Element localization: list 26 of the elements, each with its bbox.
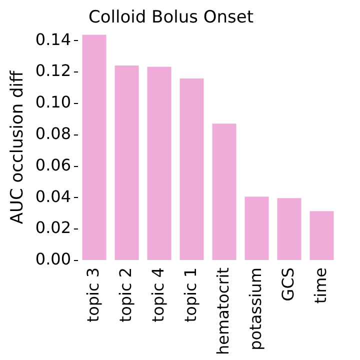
x-tick-label: topic 2 (116, 267, 135, 322)
x-tick-label: topic 3 (83, 267, 102, 322)
x-tick-label: potassium (246, 267, 265, 350)
bar (82, 34, 106, 260)
y-tick-label: 0.10 (35, 92, 72, 112)
y-tick-label: 0.08 (35, 124, 72, 144)
y-tick-label: 0.04 (35, 186, 72, 206)
bar (212, 124, 236, 260)
y-axis-title: AUC occlusion diff (8, 69, 28, 224)
x-tick-label: time (310, 267, 330, 304)
y-tick-label: 0.06 (35, 155, 72, 174)
y-tick-label: 0.00 (35, 250, 72, 269)
bar (114, 65, 139, 260)
bar (147, 66, 172, 260)
bar (244, 196, 269, 260)
chart-title: Colloid Bolus Onset (88, 8, 254, 28)
bar (310, 211, 334, 260)
x-tick-label: topic 4 (148, 267, 168, 322)
y-tick-label: 0.02 (35, 218, 72, 238)
x-tick-label: hematocrit (213, 267, 232, 355)
x-tick-label: GCS (278, 267, 298, 302)
bar (180, 78, 204, 260)
y-tick-label: 0.14 (35, 30, 72, 49)
x-tick-label: topic 1 (180, 267, 200, 322)
y-tick-label: 0.12 (35, 61, 72, 80)
bar (277, 198, 302, 260)
